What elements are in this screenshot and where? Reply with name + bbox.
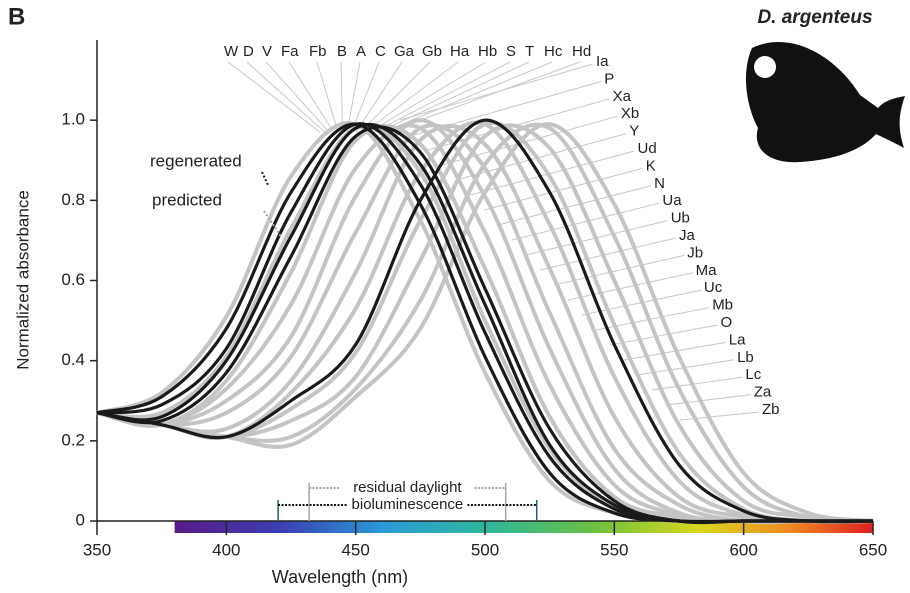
pigment-label: Gb (422, 43, 442, 60)
pigment-label: Ma (696, 262, 717, 279)
y-tick-label: 0 (76, 510, 85, 529)
pigment-label: D (243, 43, 254, 60)
leader-line (346, 61, 361, 133)
absorbance-curve (96, 123, 874, 523)
absorbance-curve (96, 122, 874, 523)
x-tick-label: 550 (600, 540, 628, 559)
leader-line (246, 61, 325, 133)
x-tick-label: 650 (859, 540, 887, 559)
pigment-label: Hc (544, 43, 563, 60)
leader-line (497, 185, 652, 226)
y-tick-label: 1.0 (61, 110, 85, 129)
y-axis-label: Normalized absorbance (13, 190, 32, 370)
pigment-label: T (525, 43, 534, 60)
pigment-label: K (646, 157, 656, 174)
leader-line (369, 61, 487, 133)
panel-label: B (8, 3, 25, 30)
leader-line (609, 324, 718, 346)
leader-line (399, 63, 594, 121)
fish-silhouette (745, 42, 905, 163)
leader-line (511, 202, 660, 241)
pigment-label: B (337, 43, 347, 60)
leader-line (340, 61, 343, 133)
pigment-label: W (224, 43, 239, 60)
y-tick-label: 0.6 (61, 270, 85, 289)
pigment-label: P (604, 70, 614, 87)
leader-line (455, 133, 627, 181)
pigment-label: Xa (613, 88, 632, 105)
x-tick-label: 400 (212, 540, 240, 559)
pigment-label: Ia (596, 53, 609, 70)
pigment-label: La (729, 331, 746, 348)
pigment-label: A (356, 43, 366, 60)
leader-line (227, 61, 321, 133)
pigment-label: C (375, 43, 386, 60)
pigment-label: Lb (737, 349, 754, 366)
legend-pointer (261, 171, 269, 186)
pigment-label: Za (754, 384, 772, 401)
leader-line (360, 61, 431, 133)
x-tick-label: 450 (341, 540, 369, 559)
x-tick-label: 500 (471, 540, 499, 559)
leader-line (364, 61, 459, 133)
leader-line (378, 61, 530, 133)
pigment-label: Hd (572, 43, 591, 60)
absorbance-curve (96, 124, 874, 524)
absorbance-curve (96, 124, 873, 525)
chart-title: D. argenteus (757, 7, 872, 28)
pigment-label: Fa (281, 43, 299, 60)
absorbance-curve (96, 125, 873, 525)
y-tick-label: 0.2 (61, 430, 85, 449)
pigment-label: N (654, 175, 665, 192)
pigment-label: Ub (671, 210, 690, 227)
leader-line (355, 61, 403, 133)
spectrum-bar (174, 521, 874, 533)
pigment-label: O (721, 314, 733, 331)
range-label: residual daylight (353, 479, 462, 496)
pigment-label: Uc (704, 279, 723, 296)
leader-line (382, 61, 553, 133)
pigment-label: Jb (687, 244, 703, 261)
pigment-label: Ga (394, 43, 415, 60)
pigment-label: Ua (662, 192, 682, 209)
pigment-label: Mb (712, 297, 733, 314)
leader-line (265, 61, 330, 133)
pigment-label: Xb (621, 105, 639, 122)
leader-line (288, 61, 334, 133)
legend-label: predicted (152, 190, 222, 209)
pigment-label: Zb (762, 401, 780, 418)
pigment-label: V (262, 43, 272, 60)
pigment-label: Ja (679, 227, 696, 244)
leader-line (351, 61, 380, 133)
x-tick-label: 350 (83, 540, 111, 559)
pigment-label: Y (629, 123, 639, 140)
legend-label: regenerated (150, 151, 242, 170)
pigment-label: S (506, 43, 516, 60)
range-label: bioluminescence (352, 496, 464, 513)
leader-line (567, 272, 693, 301)
absorbance-curve (96, 123, 873, 525)
x-axis-label: Wavelength (nm) (272, 567, 408, 587)
leader-line (539, 237, 677, 271)
legend-pointer (263, 210, 283, 239)
leader-line (316, 61, 339, 133)
y-tick-label: 0.4 (61, 350, 85, 369)
absorbance-curve (96, 118, 874, 524)
leader-line (373, 61, 511, 133)
leader-line (665, 394, 751, 406)
x-tick-label: 600 (729, 540, 757, 559)
leader-line (651, 376, 743, 391)
pigment-label: Ud (638, 140, 657, 157)
pigment-label: Hb (478, 43, 497, 60)
leader-line (483, 167, 643, 211)
y-tick-label: 0.8 (61, 190, 85, 209)
pigment-label: Fb (309, 43, 327, 60)
pigment-label: Ha (450, 43, 470, 60)
pigment-label: Lc (745, 366, 761, 383)
